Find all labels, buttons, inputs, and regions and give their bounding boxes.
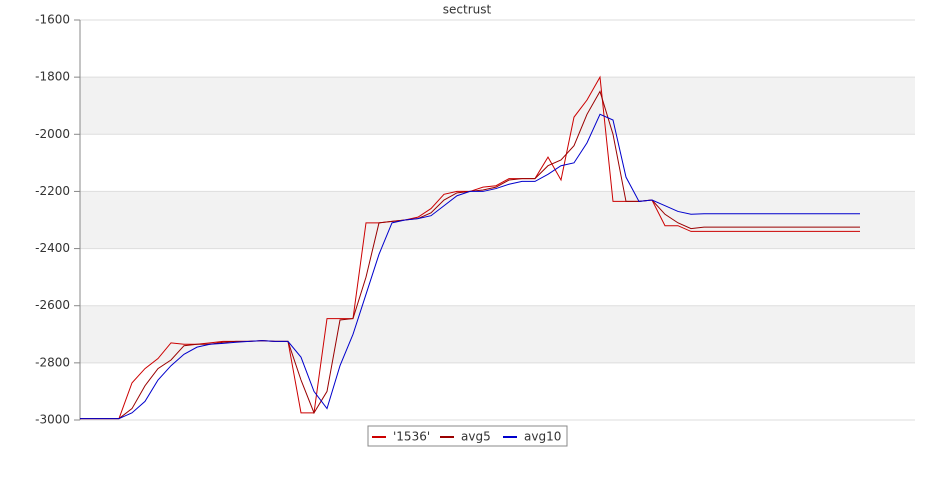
legend-label: avg5 (461, 430, 491, 444)
legend-box (367, 425, 568, 447)
y-tick-label: -1800 (35, 70, 70, 84)
y-tick-label: -2800 (35, 355, 70, 369)
y-tick-label: -3000 (35, 413, 70, 427)
grid-band (80, 191, 915, 249)
y-tick-label: -2000 (35, 127, 70, 141)
grid-band (80, 305, 915, 363)
series-line (80, 90, 860, 420)
y-tick-label: -2400 (35, 241, 70, 255)
grid-band (80, 77, 915, 135)
y-tick-label: -1600 (35, 13, 70, 27)
chart-title: sectrust (443, 3, 492, 17)
legend-label: avg10 (524, 430, 561, 444)
y-tick-label: -2200 (35, 184, 70, 198)
y-tick-label: -2600 (35, 298, 70, 312)
legend-label: '1536' (393, 430, 430, 444)
series-line (80, 113, 860, 420)
